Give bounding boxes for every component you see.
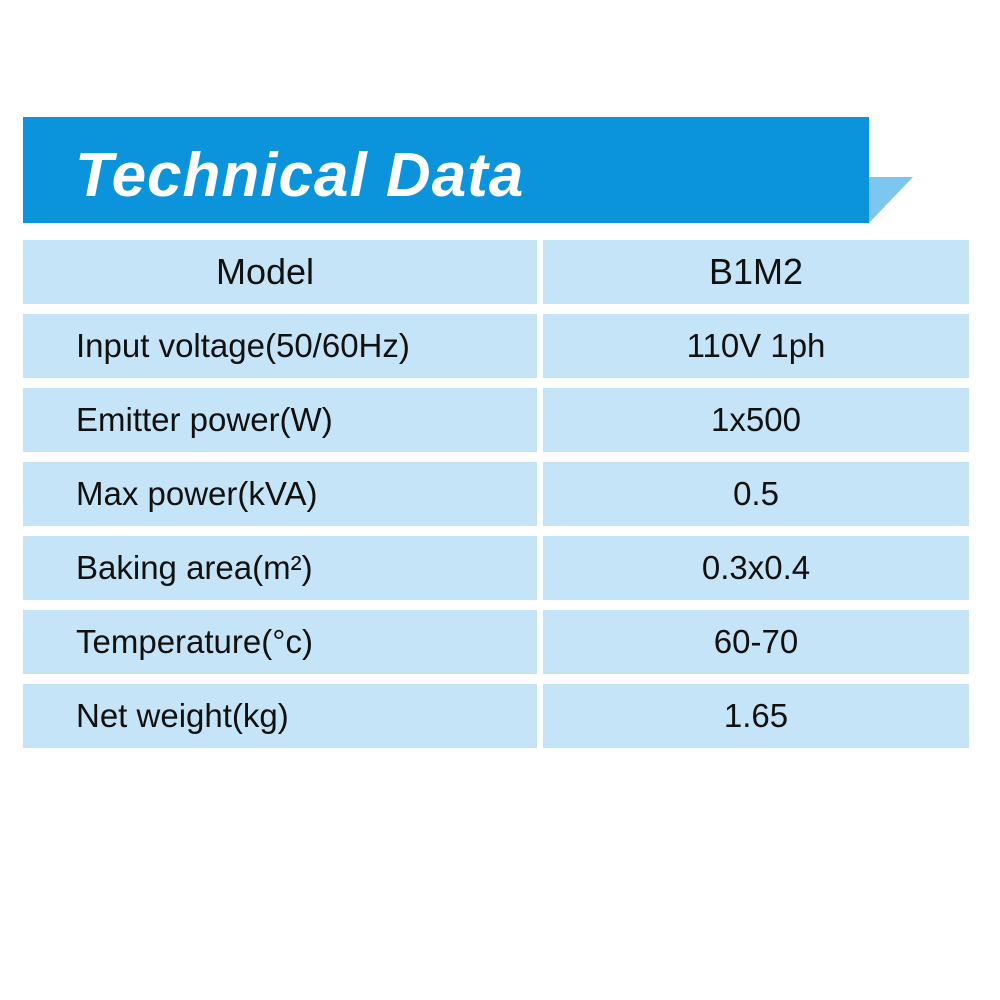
table-cell: 1x500	[543, 388, 969, 452]
spec-table: Model B1M2 Input voltage(50/60Hz) 110V 1ph E…	[23, 240, 969, 758]
banner-fold	[869, 177, 913, 223]
table-cell: 0.5	[543, 462, 969, 526]
table-row: Baking area(m²) 0.3x0.4	[23, 536, 969, 600]
title: Technical Data	[75, 141, 525, 210]
table-cell: Max power(kVA)	[23, 462, 537, 526]
table-cell: Emitter power(W)	[23, 388, 537, 452]
table-cell: 110V 1ph	[543, 314, 969, 378]
table-row: Emitter power(W) 1x500	[23, 388, 969, 452]
table-cell: 0.3x0.4	[543, 536, 969, 600]
table-cell: 1.65	[543, 684, 969, 748]
table-cell: Baking area(m²)	[23, 536, 537, 600]
table-row: Max power(kVA) 0.5	[23, 462, 969, 526]
header-row: Model B1M2	[23, 240, 969, 304]
header-cell: Model	[23, 240, 537, 304]
header-cell: B1M2	[543, 240, 969, 304]
table-cell: 60-70	[543, 610, 969, 674]
table-cell: Net weight(kg)	[23, 684, 537, 748]
table-cell: Input voltage(50/60Hz)	[23, 314, 537, 378]
table-row: Input voltage(50/60Hz) 110V 1ph	[23, 314, 969, 378]
title-banner	[23, 117, 869, 223]
table-row: Temperature(°c) 60-70	[23, 610, 969, 674]
table-cell: Temperature(°c)	[23, 610, 537, 674]
table-row: Net weight(kg) 1.65	[23, 684, 969, 748]
